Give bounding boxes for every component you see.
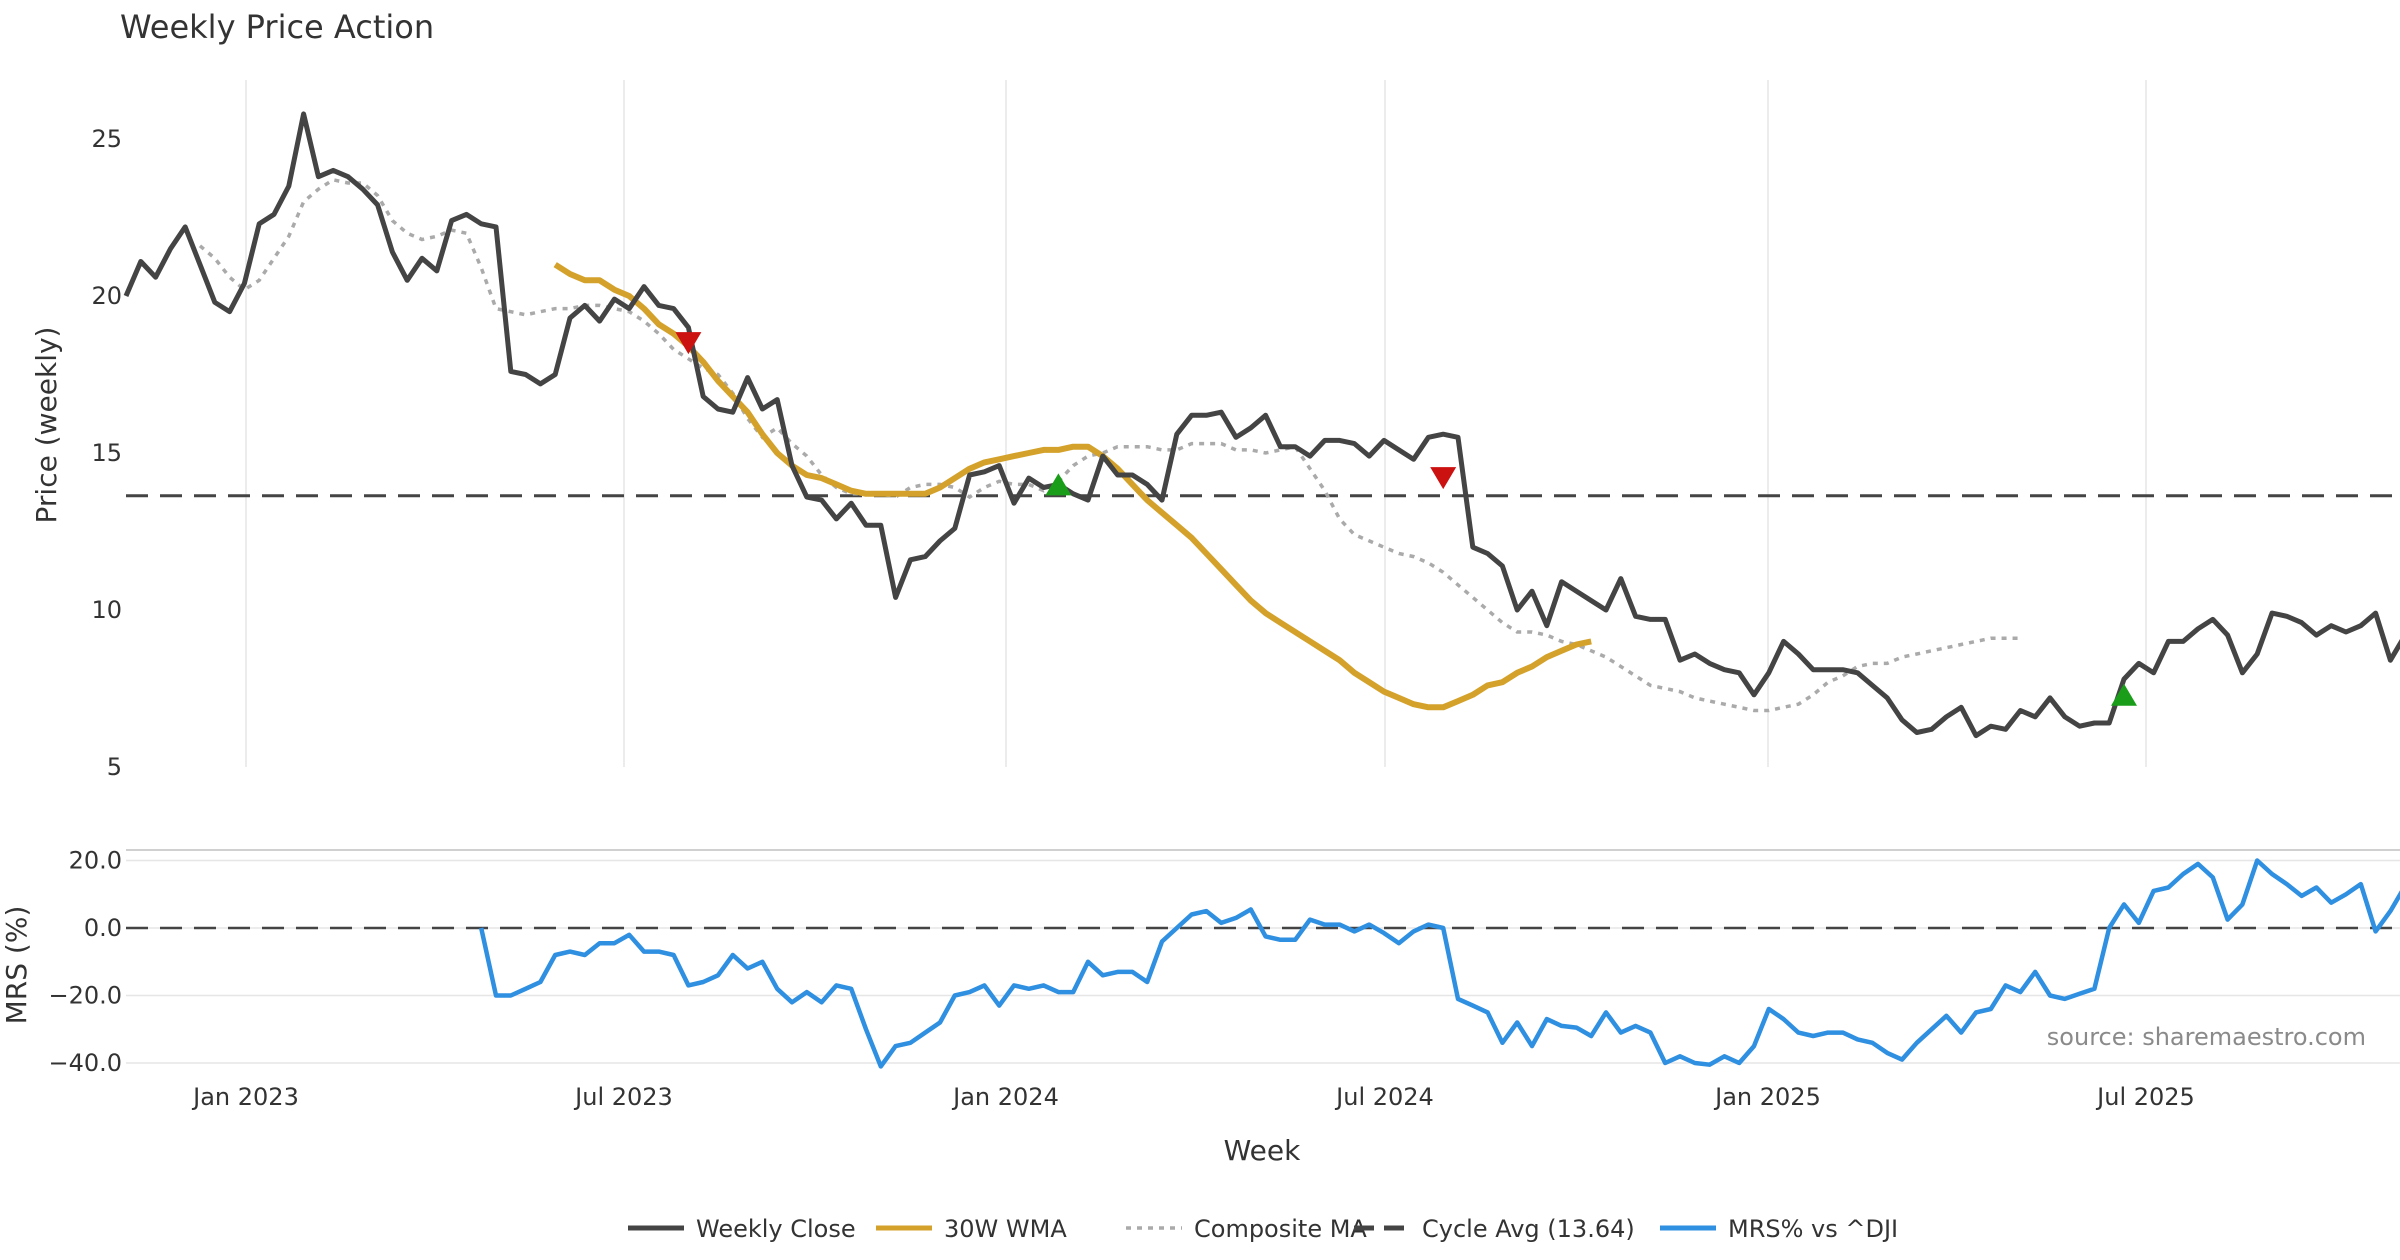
- legend-label-mrs: MRS% vs ^DJI: [1728, 1215, 1898, 1243]
- sell-signal-marker-2: [1430, 467, 1457, 490]
- price-y-axis-title: Price (weekly): [30, 327, 63, 524]
- sell-signal-marker-0: [675, 332, 702, 355]
- mrs-y-tick-2: −20.0: [48, 982, 122, 1010]
- mrs-y-tick-0: 20.0: [69, 847, 122, 875]
- x-tick-1: Jul 2023: [573, 1083, 673, 1111]
- x-tick-2: Jan 2024: [951, 1083, 1059, 1111]
- mrs-gridlines: [126, 859, 2400, 1064]
- weekly-close-line: [123, 111, 2400, 739]
- source-label: source: sharemaestro.com: [2047, 1023, 2366, 1051]
- mrs-y-tick-1: 0.0: [84, 914, 122, 942]
- x-tick-4: Jan 2025: [1713, 1083, 1821, 1111]
- price-y-tick-5: 5: [107, 753, 122, 781]
- x-tick-labels: Jan 2023 Jul 2023 Jan 2024 Jul 2024 Jan 2025…: [191, 1083, 2195, 1111]
- legend-label-wma30: 30W WMA: [944, 1215, 1067, 1243]
- mrs-y-axis-title: MRS (%): [0, 906, 33, 1025]
- x-tick-0: Jan 2023: [191, 1083, 299, 1111]
- composite-ma-line: [198, 177, 2021, 713]
- mrs-line: [479, 858, 2400, 1069]
- legend-label-weekly_close: Weekly Close: [696, 1215, 856, 1243]
- price-y-tick-15: 15: [91, 439, 122, 467]
- x-tick-5: Jul 2025: [2095, 1083, 2195, 1111]
- legend-label-cycle_avg: Cycle Avg (13.64): [1422, 1215, 1635, 1243]
- price-gridlines: [245, 80, 2147, 767]
- price-y-tick-25: 25: [91, 125, 122, 153]
- legend: Weekly Close 30W WMA Composite MA Cycle Avg…: [628, 1215, 1898, 1243]
- price-y-tick-labels: 5 10 15 20 25: [91, 125, 122, 781]
- price-y-tick-20: 20: [91, 282, 122, 310]
- buy-signal-marker-1: [1045, 473, 1072, 496]
- legend-label-composite_ma: Composite MA: [1194, 1215, 1367, 1243]
- chart-title: Weekly Price Action: [120, 8, 434, 46]
- price-y-tick-10: 10: [91, 596, 122, 624]
- x-tick-3: Jul 2024: [1334, 1083, 1434, 1111]
- signal-markers: [675, 332, 2137, 706]
- mrs-y-tick-labels: 20.0 0.0 −20.0 −40.0: [48, 847, 122, 1078]
- buy-signal-marker-3: [2111, 683, 2137, 706]
- wma30-line: [553, 262, 1592, 711]
- mrs-y-tick-3: −40.0: [48, 1049, 122, 1077]
- x-axis-title: Week: [1224, 1134, 1301, 1167]
